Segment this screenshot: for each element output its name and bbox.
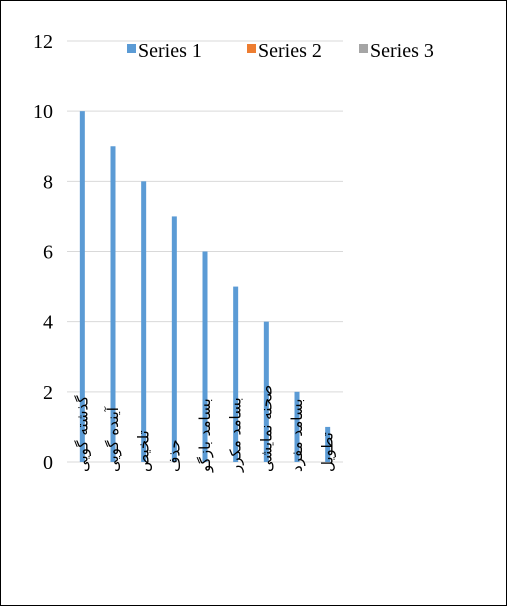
x-category-label: حذف [165, 439, 183, 472]
y-tick-label: 0 [43, 452, 53, 474]
y-tick-label: 12 [33, 31, 53, 53]
bar [263, 321, 269, 462]
bars [79, 111, 331, 463]
legend-label: Series 2 [258, 40, 322, 62]
y-tick-label: 4 [43, 312, 53, 334]
x-category-label: بسامد مفرد [288, 399, 306, 472]
y-tick-label: 2 [43, 382, 53, 404]
x-axis-categories: گذشته گویی آینده گویی تلخیص حذف بسامد بازگو ب… [73, 385, 336, 473]
bar [79, 111, 85, 463]
x-category-label: صحنه نمایشی [257, 385, 275, 472]
bar [294, 391, 300, 462]
bar [233, 286, 239, 462]
legend: Series 1 Series 2 Series 3 [127, 40, 434, 62]
legend-item: Series 2 [247, 40, 322, 62]
legend-swatch [127, 44, 136, 53]
x-category-label: بسامد بازگو [196, 398, 214, 473]
y-tick-label: 6 [43, 242, 53, 264]
x-category-label: بسامد مکرر [227, 397, 245, 473]
y-tick-label: 10 [33, 101, 53, 123]
legend-item: Series 3 [359, 40, 434, 62]
y-axis-ticks: 0 2 4 6 8 10 12 [33, 31, 53, 474]
x-category-label: تلخیص [135, 430, 153, 472]
bar [171, 216, 177, 462]
x-category-label: آینده گویی [104, 406, 122, 472]
x-category-label: گذشته گویی [73, 395, 91, 472]
x-category-label: تطویل [319, 432, 337, 472]
legend-label: Series 1 [138, 40, 202, 62]
legend-item: Series 1 [127, 40, 202, 62]
y-tick-label: 8 [43, 171, 53, 193]
legend-label: Series 3 [370, 40, 434, 62]
legend-swatch [359, 44, 368, 53]
bar [325, 426, 331, 462]
bar [202, 251, 208, 462]
legend-swatch [247, 44, 256, 53]
bar [141, 181, 147, 463]
bar [110, 146, 116, 462]
